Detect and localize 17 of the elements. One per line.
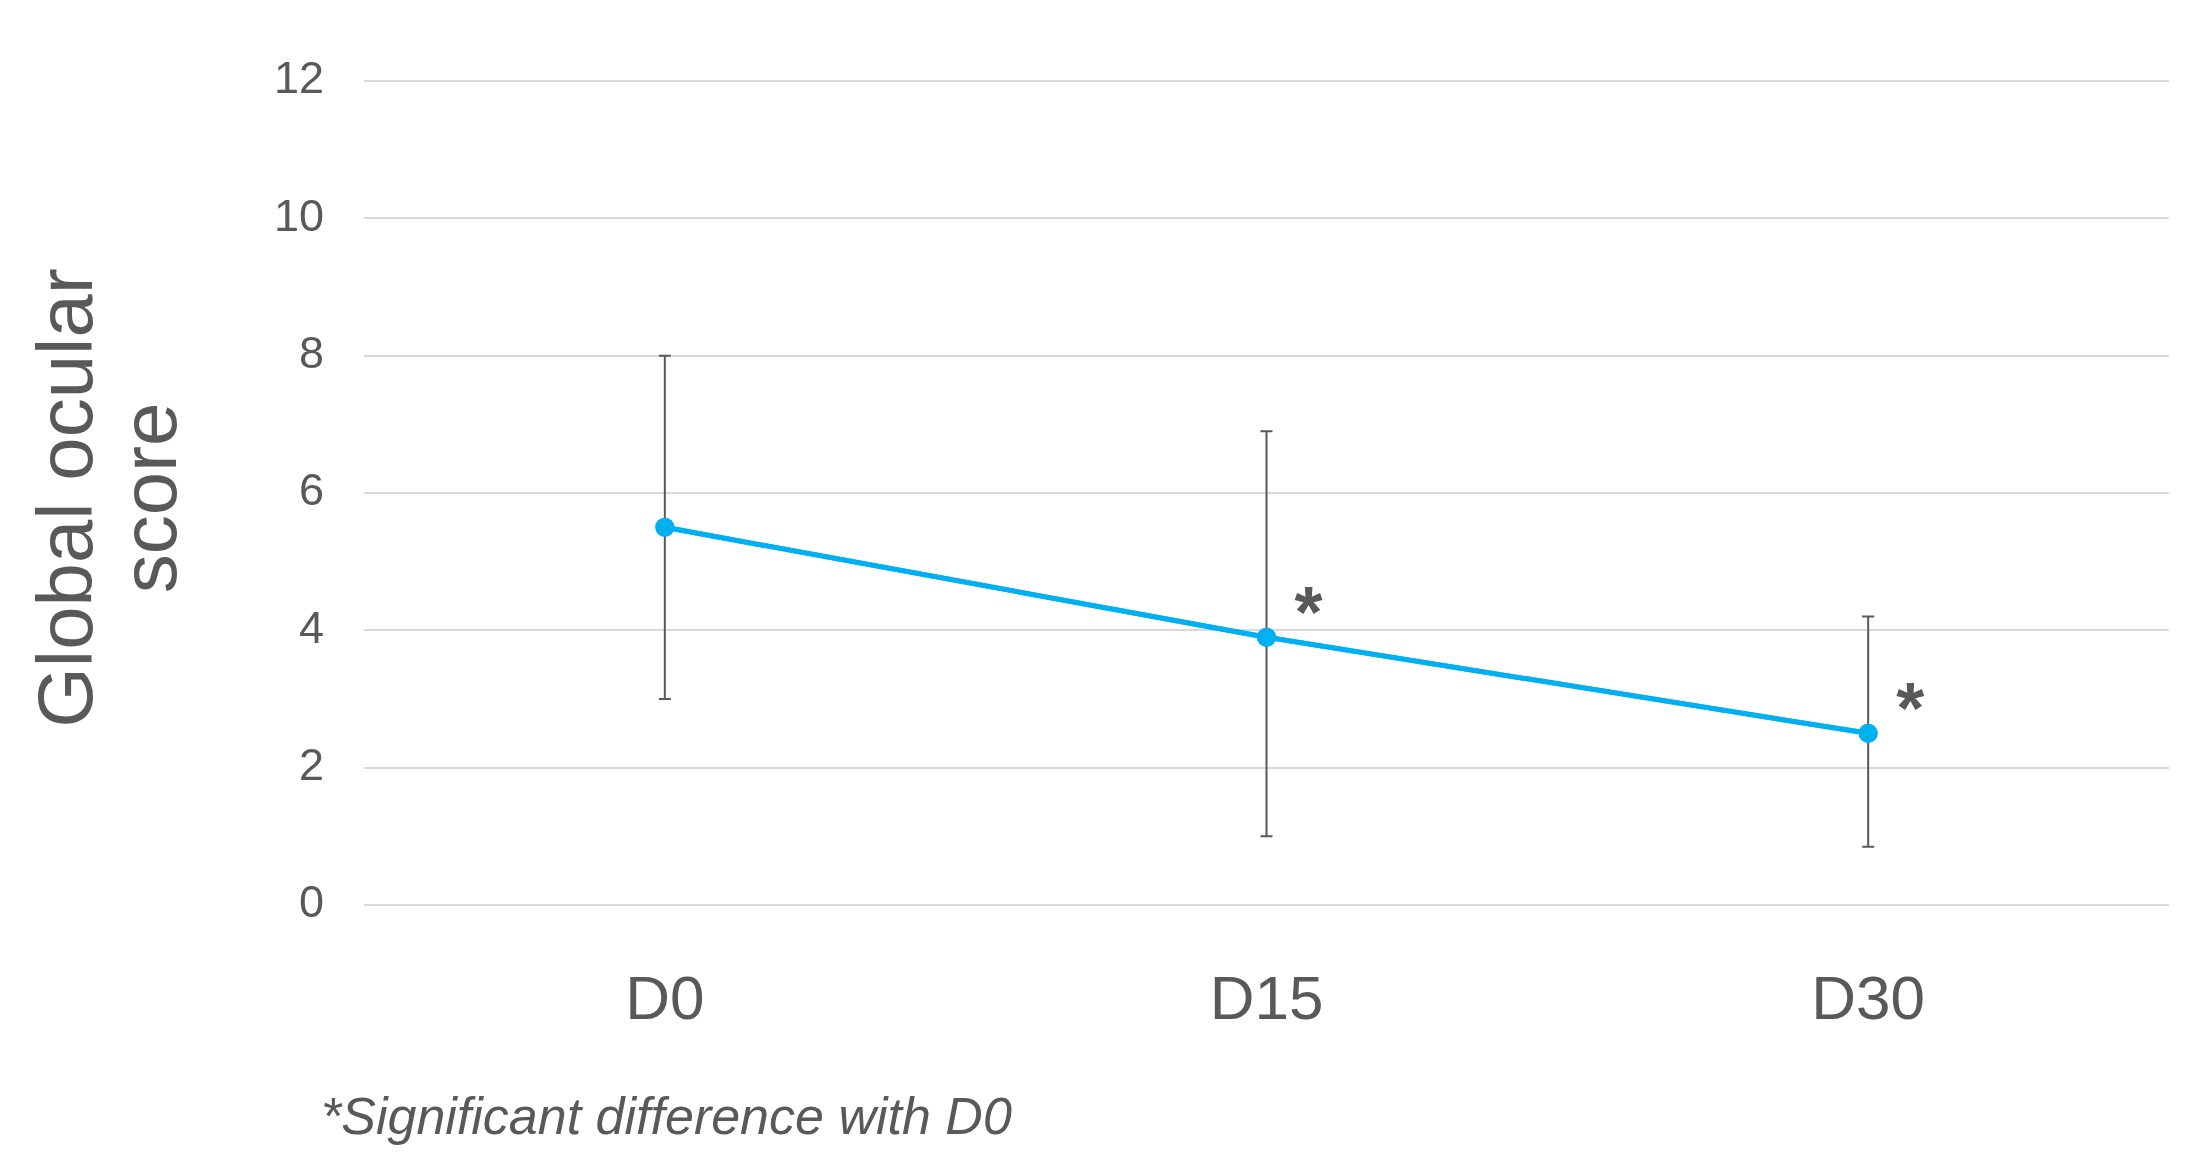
y-tick-label: 8 <box>298 327 324 379</box>
y-tick-label: 10 <box>273 189 324 241</box>
y-tick-label: 4 <box>298 601 324 653</box>
point <box>655 517 675 537</box>
point <box>1257 627 1276 647</box>
x-tick-label: D0 <box>625 963 705 1033</box>
y-axis-title: Global ocular score <box>20 268 193 728</box>
y-tick-label: 0 <box>298 876 324 928</box>
x-tick-label: D15 <box>1209 963 1324 1033</box>
x-tick-label: D30 <box>1811 963 1926 1033</box>
annotation: * <box>1294 572 1323 653</box>
y-tick-label: 6 <box>298 464 324 516</box>
point <box>1858 723 1878 743</box>
y-tick-label: 12 <box>273 52 324 104</box>
y-tick-label: 2 <box>298 739 324 791</box>
annotation: * <box>1896 668 1925 749</box>
text: *Significant difference with D0 <box>321 1087 1012 1146</box>
